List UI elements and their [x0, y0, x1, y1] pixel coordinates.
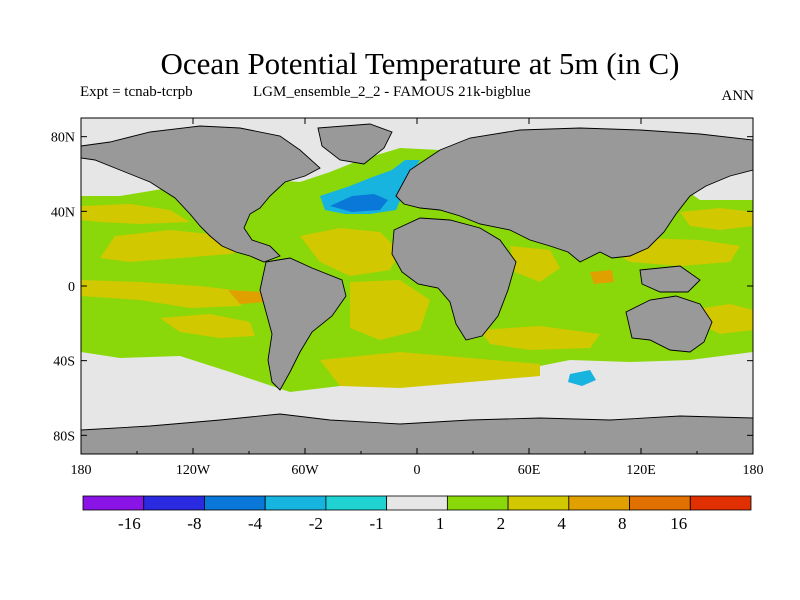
hot-spot-pacific: [228, 290, 266, 304]
colorbar-swatch: [629, 495, 691, 511]
warm-band-south-atlantic: [350, 280, 430, 340]
warm-band-pacific-north: [81, 204, 190, 224]
x-axis: 180 120W 60W 0 60E 120E 180: [71, 118, 764, 478]
colorbar-swatch: [568, 495, 630, 511]
colorbar-swatch: [143, 495, 205, 511]
sea-ice-edge: [320, 394, 400, 412]
x-tick-label: 180: [743, 463, 764, 478]
hot-spot-indian: [590, 270, 614, 284]
y-tick-label: 80S: [53, 429, 75, 444]
australia-land: [625, 295, 713, 353]
south-america-land: [259, 257, 347, 391]
warm-band-circumpolar: [320, 352, 540, 388]
colorbar-swatch: [204, 495, 266, 511]
colorbar-swatch: [446, 495, 509, 511]
colorbar-swatch: [264, 495, 327, 511]
run-label: LGM_ensemble_2_2 - FAMOUS 21k-bigblue: [253, 84, 531, 100]
map-panel: [80, 117, 754, 455]
colorbar-label: -16: [118, 514, 141, 533]
colorbar-swatch: [507, 495, 570, 511]
colorbar-label: -8: [187, 514, 201, 533]
colorbar-label: -1: [369, 514, 383, 533]
colorbar-label: -2: [309, 514, 323, 533]
warm-band-south-pacific: [160, 314, 255, 338]
land: [80, 123, 754, 455]
north-america-land: [80, 125, 321, 263]
colorbar: -16 -8 -4 -2 -1 1 2 4 8 16: [82, 495, 752, 533]
y-tick-label: 80N: [51, 131, 75, 146]
warm-band-east-pacific: [680, 208, 753, 230]
maritime-continent-land: [639, 265, 701, 293]
warm-band-atlantic: [300, 228, 400, 276]
x-tick-label: 0: [414, 463, 421, 478]
colorbar-swatch: [82, 495, 145, 511]
colorbar-label: -4: [248, 514, 263, 533]
y-tick-label: 0: [68, 280, 75, 295]
warm-band-indian: [510, 246, 560, 282]
greenland-land: [317, 123, 393, 165]
north-atlantic-cold-core: [330, 194, 388, 212]
y-tick-label: 40N: [51, 205, 75, 220]
warm-band-south-indian: [480, 326, 600, 350]
southern-cold-patch: [568, 370, 596, 386]
plot-title: Ocean Potential Temperature at 5m (in C): [160, 46, 680, 81]
colorbar-swatch: [386, 495, 448, 511]
colorbar-label: 2: [497, 514, 506, 533]
y-tick-label: 40S: [53, 355, 75, 370]
warm-band-equatorial: [81, 280, 250, 308]
x-tick-label: 60W: [291, 463, 319, 478]
africa-land: [391, 217, 517, 341]
colorbar-label: 4: [557, 514, 566, 533]
y-axis: 80N 40N 0 40S 80S: [51, 131, 753, 444]
x-tick-label: 60E: [518, 463, 541, 478]
x-tick-label: 120E: [626, 463, 656, 478]
eurasia-land: [395, 127, 754, 263]
colorbar-swatch: [325, 495, 388, 511]
experiment-label: Expt = tcnab-tcrpb: [80, 84, 193, 100]
season-label: ANN: [721, 88, 755, 104]
x-tick-label: 120W: [176, 463, 211, 478]
colorbar-swatch: [689, 495, 752, 511]
colorbar-label: 8: [618, 514, 627, 533]
x-tick-label: 180: [71, 463, 92, 478]
colorbar-label: 16: [670, 514, 687, 533]
colorbar-label: 1: [436, 514, 445, 533]
